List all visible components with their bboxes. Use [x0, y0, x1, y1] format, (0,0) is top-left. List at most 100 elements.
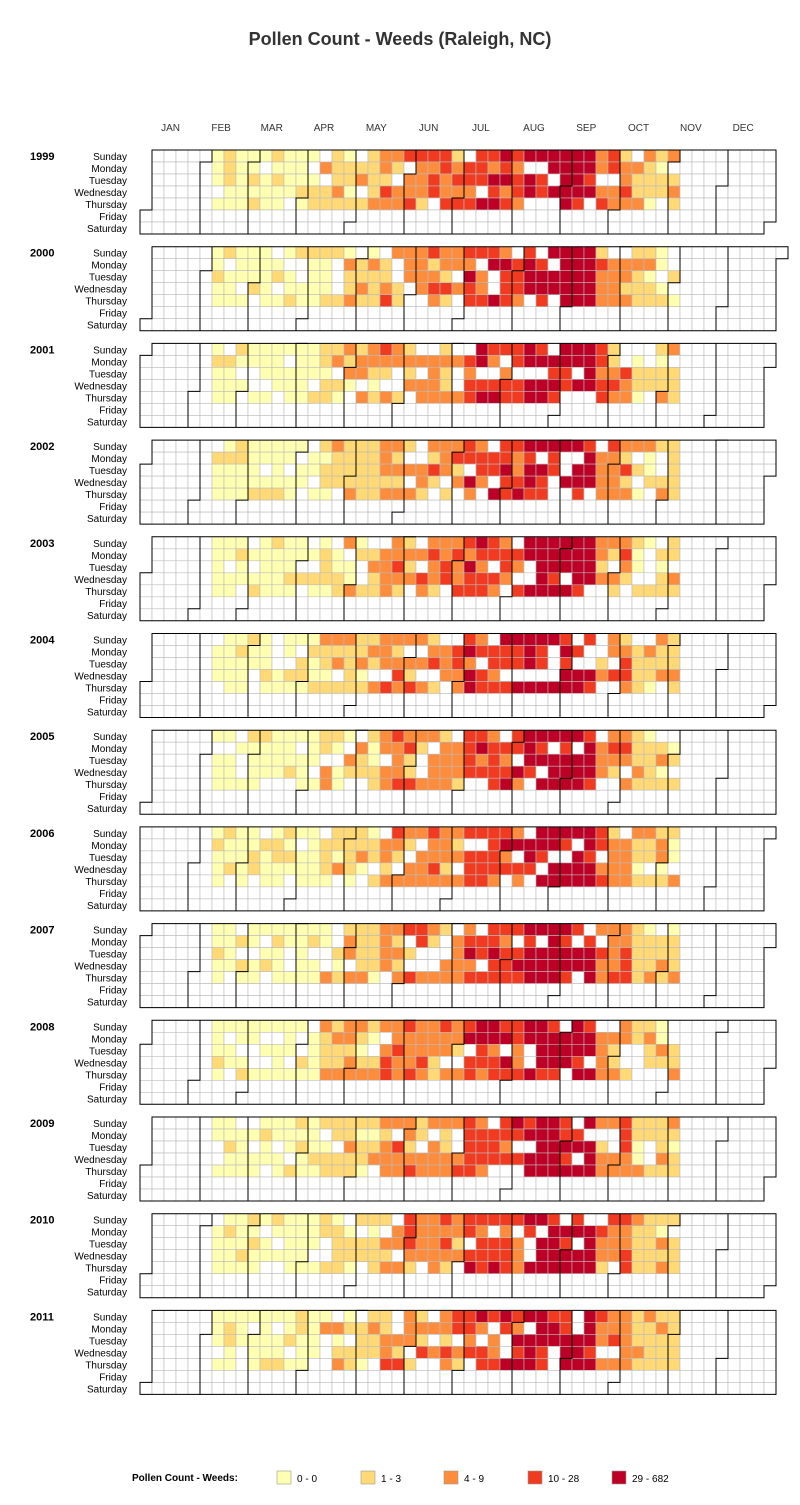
day-cell	[583, 511, 597, 525]
day-cell	[247, 584, 261, 598]
day-cell	[379, 1068, 393, 1081]
day-cell	[427, 173, 441, 187]
day-cell	[751, 415, 765, 428]
day-cell	[283, 463, 297, 477]
day-cell	[715, 874, 729, 888]
day-cell	[583, 669, 597, 682]
day-cell	[475, 1249, 489, 1262]
day-cell	[187, 1164, 201, 1178]
day-cell	[643, 995, 657, 1008]
day-cell	[571, 645, 585, 658]
day-cell	[451, 886, 465, 900]
day-cell	[139, 801, 153, 815]
day-cell	[391, 983, 405, 996]
weekday-label: Saturday	[87, 1094, 127, 1105]
day-cell	[187, 487, 201, 501]
day-cell	[271, 693, 285, 706]
day-cell	[427, 874, 441, 888]
day-cell	[211, 270, 225, 284]
day-cell	[391, 826, 405, 840]
day-cell	[559, 1140, 573, 1154]
day-cell	[535, 1032, 549, 1045]
day-cell	[451, 1056, 465, 1069]
day-cell	[751, 1261, 765, 1274]
day-cell	[667, 1334, 681, 1347]
day-cell	[247, 367, 261, 380]
weekday-label: Friday	[99, 502, 127, 513]
day-cell	[343, 729, 357, 743]
day-cell	[631, 789, 645, 803]
day-cell	[379, 1249, 393, 1262]
day-cell	[367, 294, 381, 308]
day-cell	[319, 548, 333, 562]
day-cell	[487, 753, 501, 767]
day-cell	[355, 367, 369, 380]
day-cell	[559, 560, 573, 574]
day-cell	[451, 1370, 465, 1383]
day-cell	[247, 1237, 261, 1250]
day-cell	[415, 173, 429, 187]
day-cell	[331, 995, 345, 1008]
day-cell	[511, 1213, 525, 1226]
day-cell	[319, 1188, 333, 1202]
day-cell	[439, 1225, 453, 1238]
day-cell	[271, 379, 285, 392]
day-cell	[223, 536, 237, 550]
day-cell	[511, 391, 525, 404]
day-cell	[751, 935, 765, 948]
day-cell	[595, 511, 609, 525]
day-cell	[571, 959, 585, 972]
day-cell	[379, 1370, 393, 1383]
day-cell	[703, 209, 717, 223]
day-cell	[331, 499, 345, 513]
day-cell	[583, 1056, 597, 1069]
day-cell	[547, 898, 561, 912]
day-cell	[595, 801, 609, 815]
day-cell	[595, 306, 609, 320]
day-cell	[223, 1249, 237, 1262]
day-cell	[211, 705, 225, 718]
day-cell	[331, 947, 345, 960]
day-cell	[679, 777, 693, 791]
day-cell	[175, 850, 189, 864]
day-cell	[571, 355, 585, 368]
day-cell	[331, 1116, 345, 1130]
day-cell	[571, 801, 585, 815]
day-cell	[163, 765, 177, 779]
day-cell	[163, 681, 177, 694]
day-cell	[499, 765, 513, 779]
day-cell	[271, 584, 285, 598]
day-cell	[187, 451, 201, 465]
day-cell	[235, 1188, 249, 1202]
day-cell	[199, 959, 213, 972]
day-cell	[703, 983, 717, 996]
day-cell	[391, 1225, 405, 1238]
day-cell	[331, 923, 345, 936]
day-cell	[139, 1044, 153, 1057]
day-cell	[619, 1116, 633, 1130]
day-cell	[379, 499, 393, 513]
day-cell	[331, 173, 345, 187]
day-cell	[223, 197, 237, 211]
day-cell	[247, 1164, 261, 1178]
day-cell	[739, 499, 753, 513]
day-cell	[679, 1152, 693, 1166]
day-cell	[343, 246, 357, 259]
day-cell	[523, 608, 537, 622]
day-cell	[739, 209, 753, 223]
day-cell	[151, 741, 165, 755]
day-cell	[283, 657, 297, 670]
day-cell	[571, 1261, 585, 1274]
day-cell	[763, 1032, 777, 1045]
day-cell	[319, 197, 333, 211]
day-cell	[619, 584, 633, 598]
day-cell	[571, 451, 585, 465]
day-cell	[379, 862, 393, 876]
month-boundary	[295, 536, 309, 621]
day-cell	[319, 475, 333, 489]
day-cell	[235, 355, 249, 368]
day-cell	[751, 705, 765, 718]
day-cell	[235, 1358, 249, 1371]
day-cell	[763, 669, 777, 682]
day-cell	[523, 584, 537, 598]
